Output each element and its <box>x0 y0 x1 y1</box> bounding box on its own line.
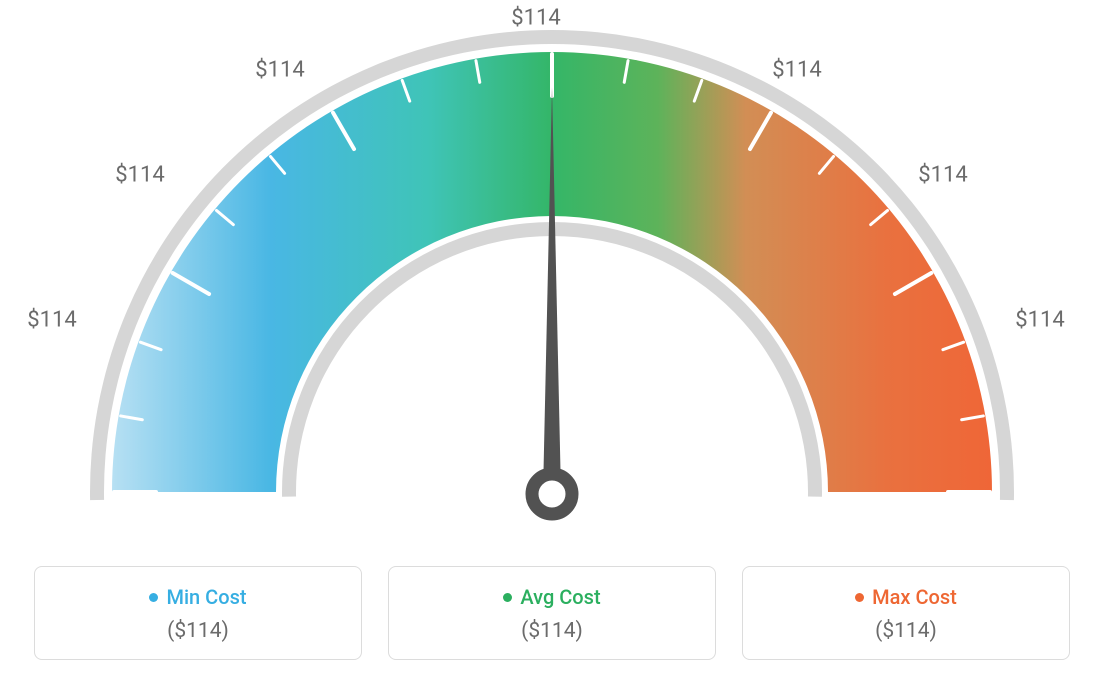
legend-dot-max <box>855 593 864 602</box>
legend-dot-avg <box>503 593 512 602</box>
gauge-tick-label: $114 <box>511 6 560 31</box>
legend-label-max: Max Cost <box>872 585 957 609</box>
legend-title-min: Min Cost <box>55 585 341 609</box>
gauge-tick-label: $114 <box>918 163 967 188</box>
legend-value-avg: ($114) <box>409 619 695 643</box>
gauge-tick-label: $114 <box>27 308 76 333</box>
legend-title-avg: Avg Cost <box>409 585 695 609</box>
legend-card-avg: Avg Cost ($114) <box>388 566 716 660</box>
legend-title-max: Max Cost <box>763 585 1049 609</box>
gauge-tick-label: $114 <box>772 58 821 83</box>
chart-container: $114 $114 $114 $114 $114 $114 $114 Min Cost ($… <box>0 0 1104 690</box>
gauge-tick-label: $114 <box>255 58 304 83</box>
legend-label-min: Min Cost <box>166 585 246 609</box>
gauge-tick-label: $114 <box>115 163 164 188</box>
legend-card-min: Min Cost ($114) <box>34 566 362 660</box>
gauge-chart: $114 $114 $114 $114 $114 $114 $114 <box>0 0 1104 545</box>
legend-card-max: Max Cost ($114) <box>742 566 1070 660</box>
gauge-svg <box>0 0 1104 545</box>
legend-value-max: ($114) <box>763 619 1049 643</box>
legend-value-min: ($114) <box>55 619 341 643</box>
gauge-tick-label: $114 <box>1015 308 1064 333</box>
legend-row: Min Cost ($114) Avg Cost ($114) Max Cost… <box>0 566 1104 660</box>
legend-dot-min <box>149 593 158 602</box>
legend-label-avg: Avg Cost <box>520 585 600 609</box>
